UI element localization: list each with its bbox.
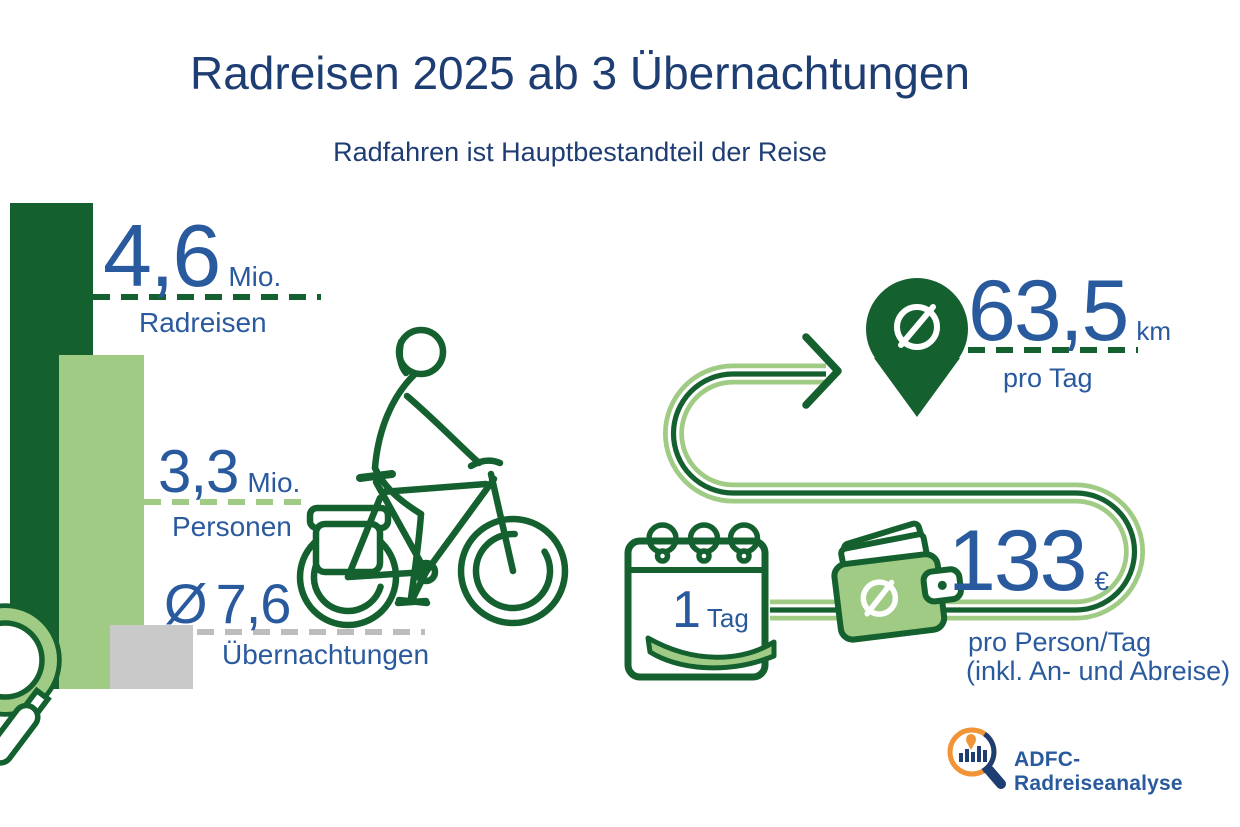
average-symbol-on-wallet [864, 579, 895, 617]
value-personen-unit: Mio. [247, 467, 301, 498]
dashed-line-distance [940, 347, 1138, 353]
value-duration-unit: Tag [706, 603, 749, 633]
label-radreisen: Radreisen [139, 307, 267, 338]
page-title: Radreisen 2025 ab 3 Übernachtungen [189, 47, 971, 99]
route-arrow-icon [802, 333, 842, 409]
value-radreisen-number: 4,6 [103, 206, 221, 305]
value-duration-number: 1 [672, 581, 701, 639]
route-path-illustration [663, 333, 1145, 621]
value-personen-number: 3,3 [158, 438, 239, 505]
label-personen: Personen [172, 511, 292, 542]
average-symbol: Ø [164, 572, 208, 635]
adfc-logo-icon [947, 727, 1006, 789]
value-cost-number: 133 [948, 513, 1087, 609]
adfc-logo-label: ADFC-Radreiseanalyse [1014, 748, 1183, 795]
magnifier-icon [0, 603, 62, 766]
map-pin-icon [866, 278, 968, 417]
label-uebernachtungen: Übernachtungen [222, 639, 430, 670]
calendar-icon [624, 522, 777, 681]
dashed-line-uebernachtungen [197, 629, 425, 635]
average-symbol-on-pin [898, 304, 936, 348]
value-distance-number: 63,5 [968, 263, 1129, 359]
value-distance-unit: km [1136, 316, 1172, 346]
label-cost-line2: (inkl. An- und Abreise) [966, 656, 1231, 686]
bar-uebernachtungen [110, 625, 193, 689]
value-distance: 63,5 km [968, 268, 1171, 354]
route-center-dark [670, 371, 1138, 613]
value-cost: 133 € [948, 518, 1109, 604]
value-uebernachtungen: Ø 7,6 [164, 572, 292, 635]
dashed-line-personen [144, 499, 312, 505]
value-duration: 1 Tag [672, 584, 749, 636]
wallet-icon [831, 520, 964, 643]
value-cost-unit: € [1094, 566, 1109, 596]
value-personen: 3,3 Mio. [158, 442, 300, 502]
value-radreisen-unit: Mio. [228, 261, 282, 292]
page-subtitle: Radfahren ist Hauptbestandteil der Reise [333, 137, 827, 167]
value-uebernachtungen-number: 7,6 [215, 572, 292, 635]
value-radreisen: 4,6 Mio. [103, 212, 281, 300]
bicycle-rider-icon [296, 326, 569, 629]
calendar-page-curl [645, 635, 777, 671]
label-cost-line1: pro Person/Tag [968, 627, 1152, 657]
dashed-line-radreisen [93, 294, 321, 300]
label-distance: pro Tag [1003, 363, 1093, 393]
